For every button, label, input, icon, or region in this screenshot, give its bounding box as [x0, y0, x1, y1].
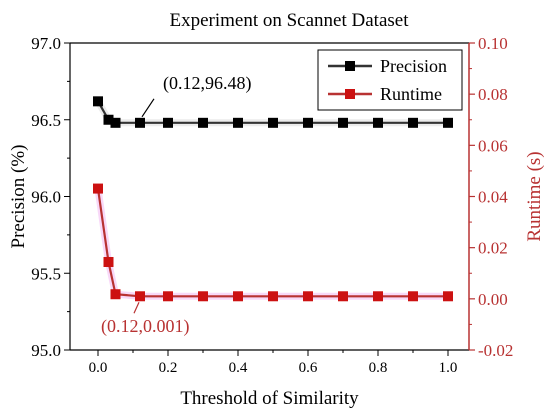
precision-annotation: (0.12,96.48)	[163, 73, 252, 94]
runtime-data-point	[303, 291, 313, 302]
x-tick-label: 0.4	[229, 360, 248, 376]
left-y-tick-label: 96.0	[31, 188, 61, 207]
runtime-series-line	[96, 188, 448, 298]
precision-data-point	[93, 96, 103, 107]
precision-data-point	[443, 117, 453, 128]
runtime-series-glow	[94, 188, 448, 300]
right-y-axis-label: Runtime (s)	[524, 151, 545, 241]
right-y-tick-label: 0.00	[478, 290, 508, 309]
right-y-tick-label: 0.08	[478, 85, 508, 104]
runtime-data-point	[338, 291, 348, 302]
runtime-data-point	[163, 291, 173, 302]
x-tick-label: 1.0	[439, 360, 458, 376]
annotation-layer: (0.12,96.48) (0.12,0.001)	[101, 73, 252, 337]
runtime-data-point	[373, 291, 383, 302]
x-axis-label: Threshold of Similarity	[180, 388, 359, 409]
precision-data-point	[233, 117, 243, 128]
legend-precision-marker	[345, 61, 355, 71]
x-tick-label: 0.6	[299, 360, 318, 376]
runtime-data-point	[93, 183, 103, 194]
precision-annotation-leader	[141, 98, 155, 118]
left-y-axis-label: Precision (%)	[8, 145, 29, 249]
precision-data-point	[110, 117, 121, 128]
runtime-data-point	[233, 291, 243, 302]
left-y-tick-label: 95.0	[31, 341, 61, 360]
right-y-tick-label: 0.04	[478, 188, 508, 207]
right-y-tick-label: 0.02	[478, 239, 508, 258]
legend-runtime-marker	[345, 89, 355, 99]
runtime-data-point	[198, 291, 208, 302]
runtime-data-point	[135, 291, 145, 302]
runtime-data-point	[268, 291, 278, 302]
left-y-tick-label: 96.5	[31, 111, 61, 130]
legend-precision-label: Precision	[380, 56, 447, 76]
left-y-tick-label: 97.0	[31, 34, 61, 53]
precision-data-point	[198, 117, 208, 128]
precision-data-point	[373, 117, 383, 128]
series-layer	[93, 96, 453, 302]
runtime-data-point	[443, 291, 453, 302]
precision-data-point	[303, 117, 313, 128]
precision-data-point	[163, 117, 173, 128]
right-y-tick-label: -0.02	[478, 341, 513, 360]
x-tick-label: 0.2	[159, 360, 178, 376]
precision-data-point	[103, 114, 114, 125]
x-tick-label: 0.0	[89, 360, 108, 376]
runtime-annotation-leader	[133, 302, 140, 314]
precision-data-point	[135, 117, 145, 128]
runtime-data-point	[110, 289, 121, 300]
axes-layer: 0.0 0.2 0.4 0.6 0.8 1.0 95.0 95.5 96.0 96.5 97.0 -0…	[8, 34, 545, 409]
runtime-data-point	[103, 256, 114, 267]
runtime-data-point	[408, 291, 418, 302]
right-y-tick-label: 0.06	[478, 136, 508, 155]
runtime-annotation: (0.12,0.001)	[101, 316, 190, 337]
precision-data-point	[268, 117, 278, 128]
legend-runtime-label: Runtime	[380, 84, 442, 104]
chart-title: Experiment on Scannet Dataset	[169, 10, 409, 31]
x-tick-label: 0.8	[369, 360, 388, 376]
precision-data-point	[338, 117, 348, 128]
legend: Precision Runtime	[317, 49, 463, 111]
precision-data-point	[408, 117, 418, 128]
right-y-tick-label: 0.10	[478, 34, 508, 53]
legend-box	[317, 49, 463, 111]
left-y-tick-label: 95.5	[31, 264, 61, 283]
